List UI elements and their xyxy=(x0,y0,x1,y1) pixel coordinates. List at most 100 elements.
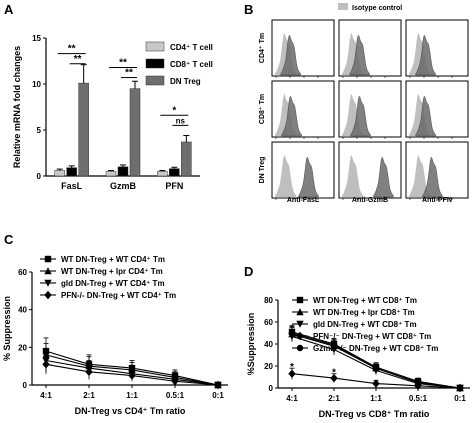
x-tick-label: 0.5:1 xyxy=(409,394,428,403)
significance-label: ** xyxy=(125,68,133,79)
panel-d-line-chart: 0 20 40 60 80 4:1 2:1 1:1 0.5:1 0:1 DN-Treg vs CD8… xyxy=(246,296,470,419)
legend-marker xyxy=(296,320,304,328)
y-axis-title: % Suppression xyxy=(2,296,12,361)
isotype-histogram xyxy=(342,155,364,197)
y-tick-label: 0 xyxy=(23,381,28,390)
panel-c-line-chart: 0 20 40 60 4:1 2:1 1:1 0.5:1 0:1 DN-Treg vs CD4⁺ … xyxy=(2,255,228,416)
y-axis-title: Relative mRNA fold changes xyxy=(12,46,22,168)
bar-gzmb-cd4-t-cell xyxy=(105,171,117,177)
legend-marker xyxy=(44,255,52,263)
row-label-cd4-tm: CD4⁺ Tm xyxy=(258,33,266,63)
y-tick-label: 0 xyxy=(269,384,274,393)
y-tick-label: 15 xyxy=(32,34,41,43)
significance-label: * xyxy=(332,368,336,379)
legend-swatch-isotype xyxy=(338,3,348,10)
significance-label: ns xyxy=(176,116,186,125)
panel-b-histograms: Isotype control CD4⁺ Tm CD8⁺ Tm DN Treg Anti… xyxy=(258,3,469,204)
legend-marker xyxy=(44,267,52,275)
y-tick-label: 20 xyxy=(18,343,27,352)
x-tick-label: 0:1 xyxy=(212,391,224,400)
y-tick-label: 60 xyxy=(18,268,27,277)
stained-histogram xyxy=(349,35,370,76)
y-tick-label: 10 xyxy=(32,80,41,89)
legend-label-pfn-dn-treg-wt-cd4-tm: PFN-/- DN-Treg + WT CD4⁺ Tm xyxy=(61,291,176,300)
legend-swatch-cd4-t-cell xyxy=(145,41,165,52)
bar-fasl-dn-treg xyxy=(78,82,89,177)
legend-marker xyxy=(44,279,52,287)
data-point xyxy=(171,377,179,386)
x-tick-label: 4:1 xyxy=(40,391,52,400)
significance-label: * xyxy=(290,362,294,373)
legend-marker xyxy=(44,290,52,300)
legend-label-wt-dn-treg-lpr-cd4-tm: WT DN-Treg + lpr CD4⁺ Tm xyxy=(61,267,163,276)
y-tick-label: 20 xyxy=(264,362,273,371)
legend-label-cd8-t-cell: CD8⁺ T cell xyxy=(170,60,213,69)
data-point xyxy=(330,373,338,383)
y-tick-label: 40 xyxy=(264,340,273,349)
legend-marker xyxy=(296,331,304,341)
x-tick-label-gzmb: GzmB xyxy=(110,181,137,191)
bar-pfn-dn-treg xyxy=(181,141,192,177)
x-tick-label: 2:1 xyxy=(83,391,95,400)
y-axis-title: %Suppression xyxy=(246,313,256,376)
legend-label-gld-dn-treg-wt-cd8-tm: gld DN-Treg + WT CD8⁺ Tm xyxy=(313,320,417,329)
panel-letter-b: B xyxy=(244,2,253,17)
stained-histogram xyxy=(415,96,436,137)
y-tick-label: 80 xyxy=(264,296,273,305)
x-tick-label-fasl: FasL xyxy=(61,181,83,191)
y-tick-label: 40 xyxy=(18,306,27,315)
stained-histogram xyxy=(415,35,436,76)
x-tick-label-pfn: PFN xyxy=(165,181,183,191)
x-tick-label: 2:1 xyxy=(328,394,340,403)
y-tick-label: 0 xyxy=(37,172,42,181)
bar-gzmb-cd8-t-cell xyxy=(117,166,129,177)
significance-label: ** xyxy=(74,54,82,65)
stained-histogram xyxy=(422,157,443,198)
data-point xyxy=(372,365,380,372)
y-tick-label: 60 xyxy=(264,318,273,327)
bar-fasl-cd8-t-cell xyxy=(66,167,77,177)
stained-histogram xyxy=(373,157,394,198)
data-point xyxy=(214,380,222,390)
x-tick-label: 4:1 xyxy=(286,394,298,403)
panel-a-bar-chart: 0 5 10 15 Relative mRNA fold changes FasL GzmB… xyxy=(12,34,213,191)
row-label-cd8-tm: CD8⁺ Tm xyxy=(258,94,266,124)
stained-histogram xyxy=(350,96,371,137)
x-axis-title: DN-Treg vs CD8⁺ Tm ratio xyxy=(319,409,430,419)
row-label-dn-treg: DN Treg xyxy=(259,157,266,184)
stained-histogram xyxy=(280,35,301,76)
data-point xyxy=(330,341,338,349)
data-point xyxy=(42,360,50,369)
legend-label-gzmb-dn-treg-wt-cd8-tm: GzmB⁻/⁻ DN-Treg + WT CD8⁺ Tm xyxy=(313,344,438,353)
significance-label: ** xyxy=(68,44,76,55)
x-tick-label: 0.5:1 xyxy=(166,391,185,400)
column-label-anti-gzmb: Anti-GzmB xyxy=(352,197,388,204)
legend-label-cd4-t-cell: CD4⁺ T cell xyxy=(170,43,213,52)
data-point xyxy=(288,329,296,337)
panel-letter-c: C xyxy=(4,232,14,247)
data-point xyxy=(128,371,136,380)
legend-marker xyxy=(296,344,304,352)
data-point xyxy=(456,384,464,392)
column-label-anti-fasl: Anti-FasL xyxy=(287,197,320,204)
data-point xyxy=(288,369,296,378)
y-tick-label: 5 xyxy=(37,126,42,135)
legend-swatch-cd8-t-cell xyxy=(145,58,165,69)
data-point xyxy=(414,379,422,386)
legend-label-gld-dn-treg-wt-cd4-tm: gld DN-Treg + WT CD4⁺ Tm xyxy=(61,279,165,288)
legend-swatch-dn-treg xyxy=(145,75,165,86)
panel-letter-d: D xyxy=(244,264,253,279)
column-label-anti-pfn: Anti-PFN xyxy=(422,197,452,204)
x-tick-label: 1:1 xyxy=(370,394,382,403)
bar-gzmb-dn-treg xyxy=(129,88,141,177)
isotype-histogram xyxy=(409,155,431,197)
bar-pfn-cd4-t-cell xyxy=(157,171,168,177)
legend-label-wt-dn-treg-wt-cd8-tm: WT DN-Treg + WT CD8⁺ Tm xyxy=(313,296,417,305)
legend-label-wt-dn-treg-wt-cd4-tm: WT DN-Treg + WT CD4⁺ Tm xyxy=(61,255,165,264)
stained-histogram xyxy=(298,157,319,198)
stained-histogram xyxy=(281,96,302,137)
isotype-histogram xyxy=(275,155,297,197)
bar-pfn-cd8-t-cell xyxy=(169,168,180,177)
legend-marker xyxy=(296,308,304,316)
